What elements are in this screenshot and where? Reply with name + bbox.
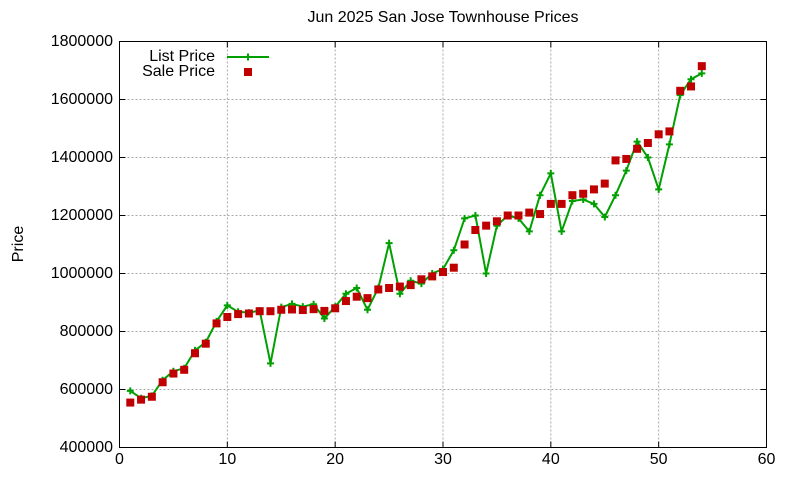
y-tick-label: 1200000 <box>50 206 113 224</box>
y-tick-label: 800000 <box>59 322 113 340</box>
sale-price-point <box>309 305 318 314</box>
sale-price-point <box>536 210 545 219</box>
sale-price-point <box>417 275 426 284</box>
sale-price-point <box>439 268 447 277</box>
sale-price-point <box>622 154 631 163</box>
sale-price-point <box>665 127 674 136</box>
sale-price-point <box>460 240 469 249</box>
chart-title: Jun 2025 San Jose Townhouse Prices <box>307 9 579 26</box>
sale-price-point <box>492 217 501 226</box>
sale-price-point <box>654 130 663 139</box>
sale-price-point <box>212 319 221 328</box>
sale-price-point <box>579 189 588 198</box>
x-tick-label: 50 <box>649 451 668 468</box>
sale-price-point <box>589 185 598 194</box>
sale-price-point <box>147 392 156 401</box>
x-tick-label: 0 <box>115 451 124 468</box>
sale-price-point <box>137 395 146 404</box>
sale-price-point <box>180 365 189 374</box>
sale-price-point <box>331 304 340 313</box>
y-tick-label: 1400000 <box>50 148 113 166</box>
sale-price-point <box>643 139 652 147</box>
sale-price-point <box>385 284 394 292</box>
sale-price-point <box>514 211 523 220</box>
sale-price-point <box>600 179 609 188</box>
sale-price-point <box>568 191 577 200</box>
sale-price-point <box>374 285 383 294</box>
y-tick-label: 1600000 <box>50 90 113 108</box>
sale-price-point <box>223 313 232 321</box>
sale-price-point <box>687 82 696 91</box>
sale-price-point <box>428 272 437 281</box>
sale-price-point <box>341 297 350 306</box>
sale-price-point <box>288 305 297 314</box>
x-tick-label: 40 <box>541 451 560 468</box>
sale-price-point <box>503 211 512 220</box>
sale-price-point <box>676 86 685 95</box>
sale-price-point <box>169 369 178 378</box>
y-tick-label: 1800000 <box>50 32 113 50</box>
sale-price-point <box>298 306 307 315</box>
x-tick-label: 20 <box>326 451 345 468</box>
list-price-line-icon <box>227 53 269 61</box>
x-tick-label: 30 <box>434 451 452 468</box>
sale-price-square-icon <box>244 68 252 76</box>
sale-price-point <box>633 144 642 153</box>
sale-price-point <box>406 281 415 290</box>
list-price-markers <box>126 69 706 402</box>
y-tick-label: 600000 <box>59 380 113 398</box>
sale-price-point <box>482 221 491 230</box>
y-tick-label: 1000000 <box>50 264 113 282</box>
sale-price-point <box>234 310 243 319</box>
sale-price-point <box>697 62 706 71</box>
sale-price-point <box>449 263 458 272</box>
sale-price-point <box>126 398 135 407</box>
sale-price-point <box>320 306 329 315</box>
sale-price-point <box>158 378 167 387</box>
sale-price-point <box>611 156 620 165</box>
legend-label-list-price: List Price <box>149 48 215 65</box>
x-tick-label: 60 <box>757 451 776 468</box>
sale-price-point <box>201 339 210 348</box>
sale-price-point <box>277 305 286 314</box>
legend-label-sale-price: Sale Price <box>142 63 215 80</box>
sale-price-point <box>352 292 361 301</box>
sale-price-point <box>546 199 555 208</box>
y-tick-label: 400000 <box>59 438 113 456</box>
sale-price-point <box>190 349 199 358</box>
sale-price-point <box>266 307 275 316</box>
sale-price-point <box>557 199 566 208</box>
sale-price-point <box>395 282 404 291</box>
x-tick-label: 10 <box>218 451 237 468</box>
sale-price-point <box>363 294 372 303</box>
sale-price-point <box>471 226 480 234</box>
sale-price-point <box>525 208 534 217</box>
sale-price-point <box>244 309 253 318</box>
list-price-line <box>129 72 703 400</box>
sale-price-point <box>255 307 264 316</box>
